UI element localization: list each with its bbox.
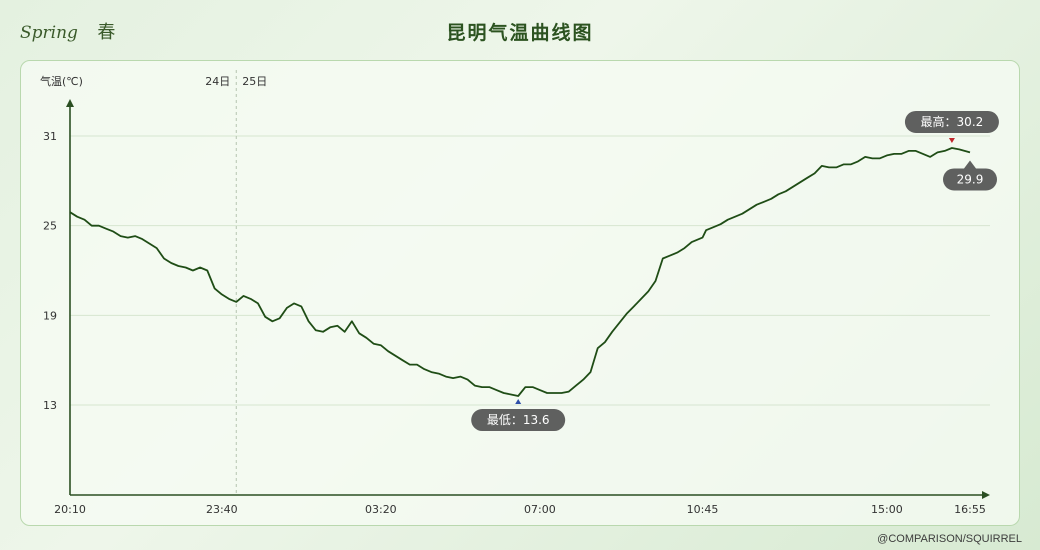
current-pointer: [964, 160, 976, 169]
y-tick-label: 25: [43, 220, 57, 233]
x-tick-label: 10:45: [687, 503, 719, 516]
x-axis-arrow: [982, 491, 990, 499]
min-label-bg: [471, 409, 566, 432]
y-tick-label: 19: [43, 309, 57, 322]
season-label: Spring 春: [20, 18, 115, 44]
credit-text: @COMPARISON/SQUIRREL: [877, 533, 1022, 545]
max-marker: [948, 137, 955, 143]
x-tick-label: 15:00: [871, 503, 903, 516]
season-cn: 春: [97, 22, 116, 43]
x-tick-label: 16:55: [954, 503, 986, 516]
min-label: 最低：13.6: [487, 413, 550, 427]
max-label: 最高：30.2: [921, 114, 984, 129]
current-value-label-bg: [943, 168, 997, 191]
x-tick-label: 03:20: [365, 503, 397, 516]
chart-title: 昆明气温曲线图: [446, 22, 594, 44]
season-en: Spring: [20, 23, 78, 43]
day-label-before: 24日: [205, 75, 230, 88]
y-tick-label: 31: [43, 130, 57, 143]
chart-panel: [20, 60, 1020, 526]
current-value-label: 29.9: [957, 172, 984, 186]
y-axis-label: 气温(℃): [40, 74, 83, 88]
temperature-series-line: [69, 147, 971, 397]
day-label-after: 25日: [242, 75, 267, 88]
x-tick-label: 23:40: [206, 503, 238, 516]
max-label-bg: [904, 110, 999, 133]
min-marker: [515, 399, 522, 405]
x-tick-label: 07:00: [524, 503, 556, 516]
y-tick-label: 13: [43, 399, 57, 412]
x-tick-label: 20:10: [54, 503, 86, 516]
y-axis-arrow: [66, 99, 74, 107]
